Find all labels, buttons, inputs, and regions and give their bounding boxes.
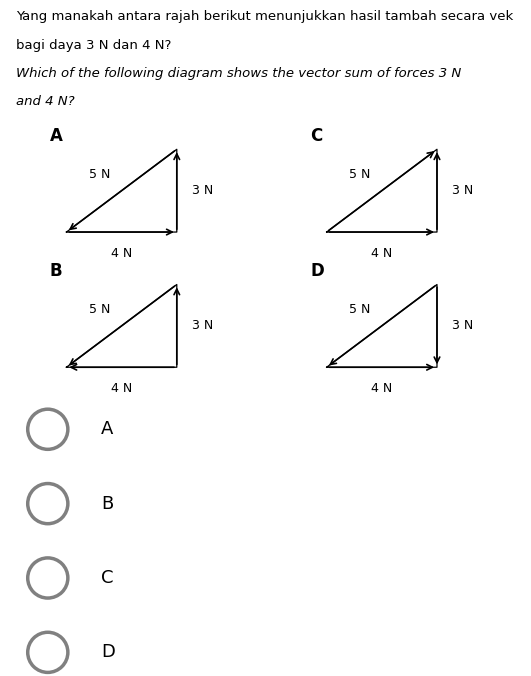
Text: 3 N: 3 N [192,184,213,197]
Text: 5 N: 5 N [89,304,110,316]
Text: 4 N: 4 N [111,383,132,395]
Text: A: A [101,420,113,438]
Text: 3 N: 3 N [192,319,213,333]
Text: 5 N: 5 N [349,304,371,316]
Text: 3 N: 3 N [452,319,474,333]
Text: A: A [50,127,63,145]
Text: 4 N: 4 N [371,383,392,395]
Text: 4 N: 4 N [111,247,132,260]
Text: and 4 N?: and 4 N? [16,95,74,108]
Text: B: B [50,262,63,281]
Text: 5 N: 5 N [89,168,110,181]
Text: C: C [310,127,322,145]
Text: bagi daya 3 N dan 4 N?: bagi daya 3 N dan 4 N? [16,39,172,51]
Text: Which of the following diagram shows the vector sum of forces 3 N: Which of the following diagram shows the… [16,67,461,80]
Text: Yang manakah antara rajah berikut menunjukkan hasil tambah secara vek: Yang manakah antara rajah berikut menunj… [16,10,513,23]
Text: 5 N: 5 N [349,168,371,181]
Text: C: C [101,569,114,587]
Text: 3 N: 3 N [452,184,474,197]
Text: 4 N: 4 N [371,247,392,260]
Text: B: B [101,495,113,512]
Text: D: D [101,644,115,661]
Text: D: D [310,262,324,281]
